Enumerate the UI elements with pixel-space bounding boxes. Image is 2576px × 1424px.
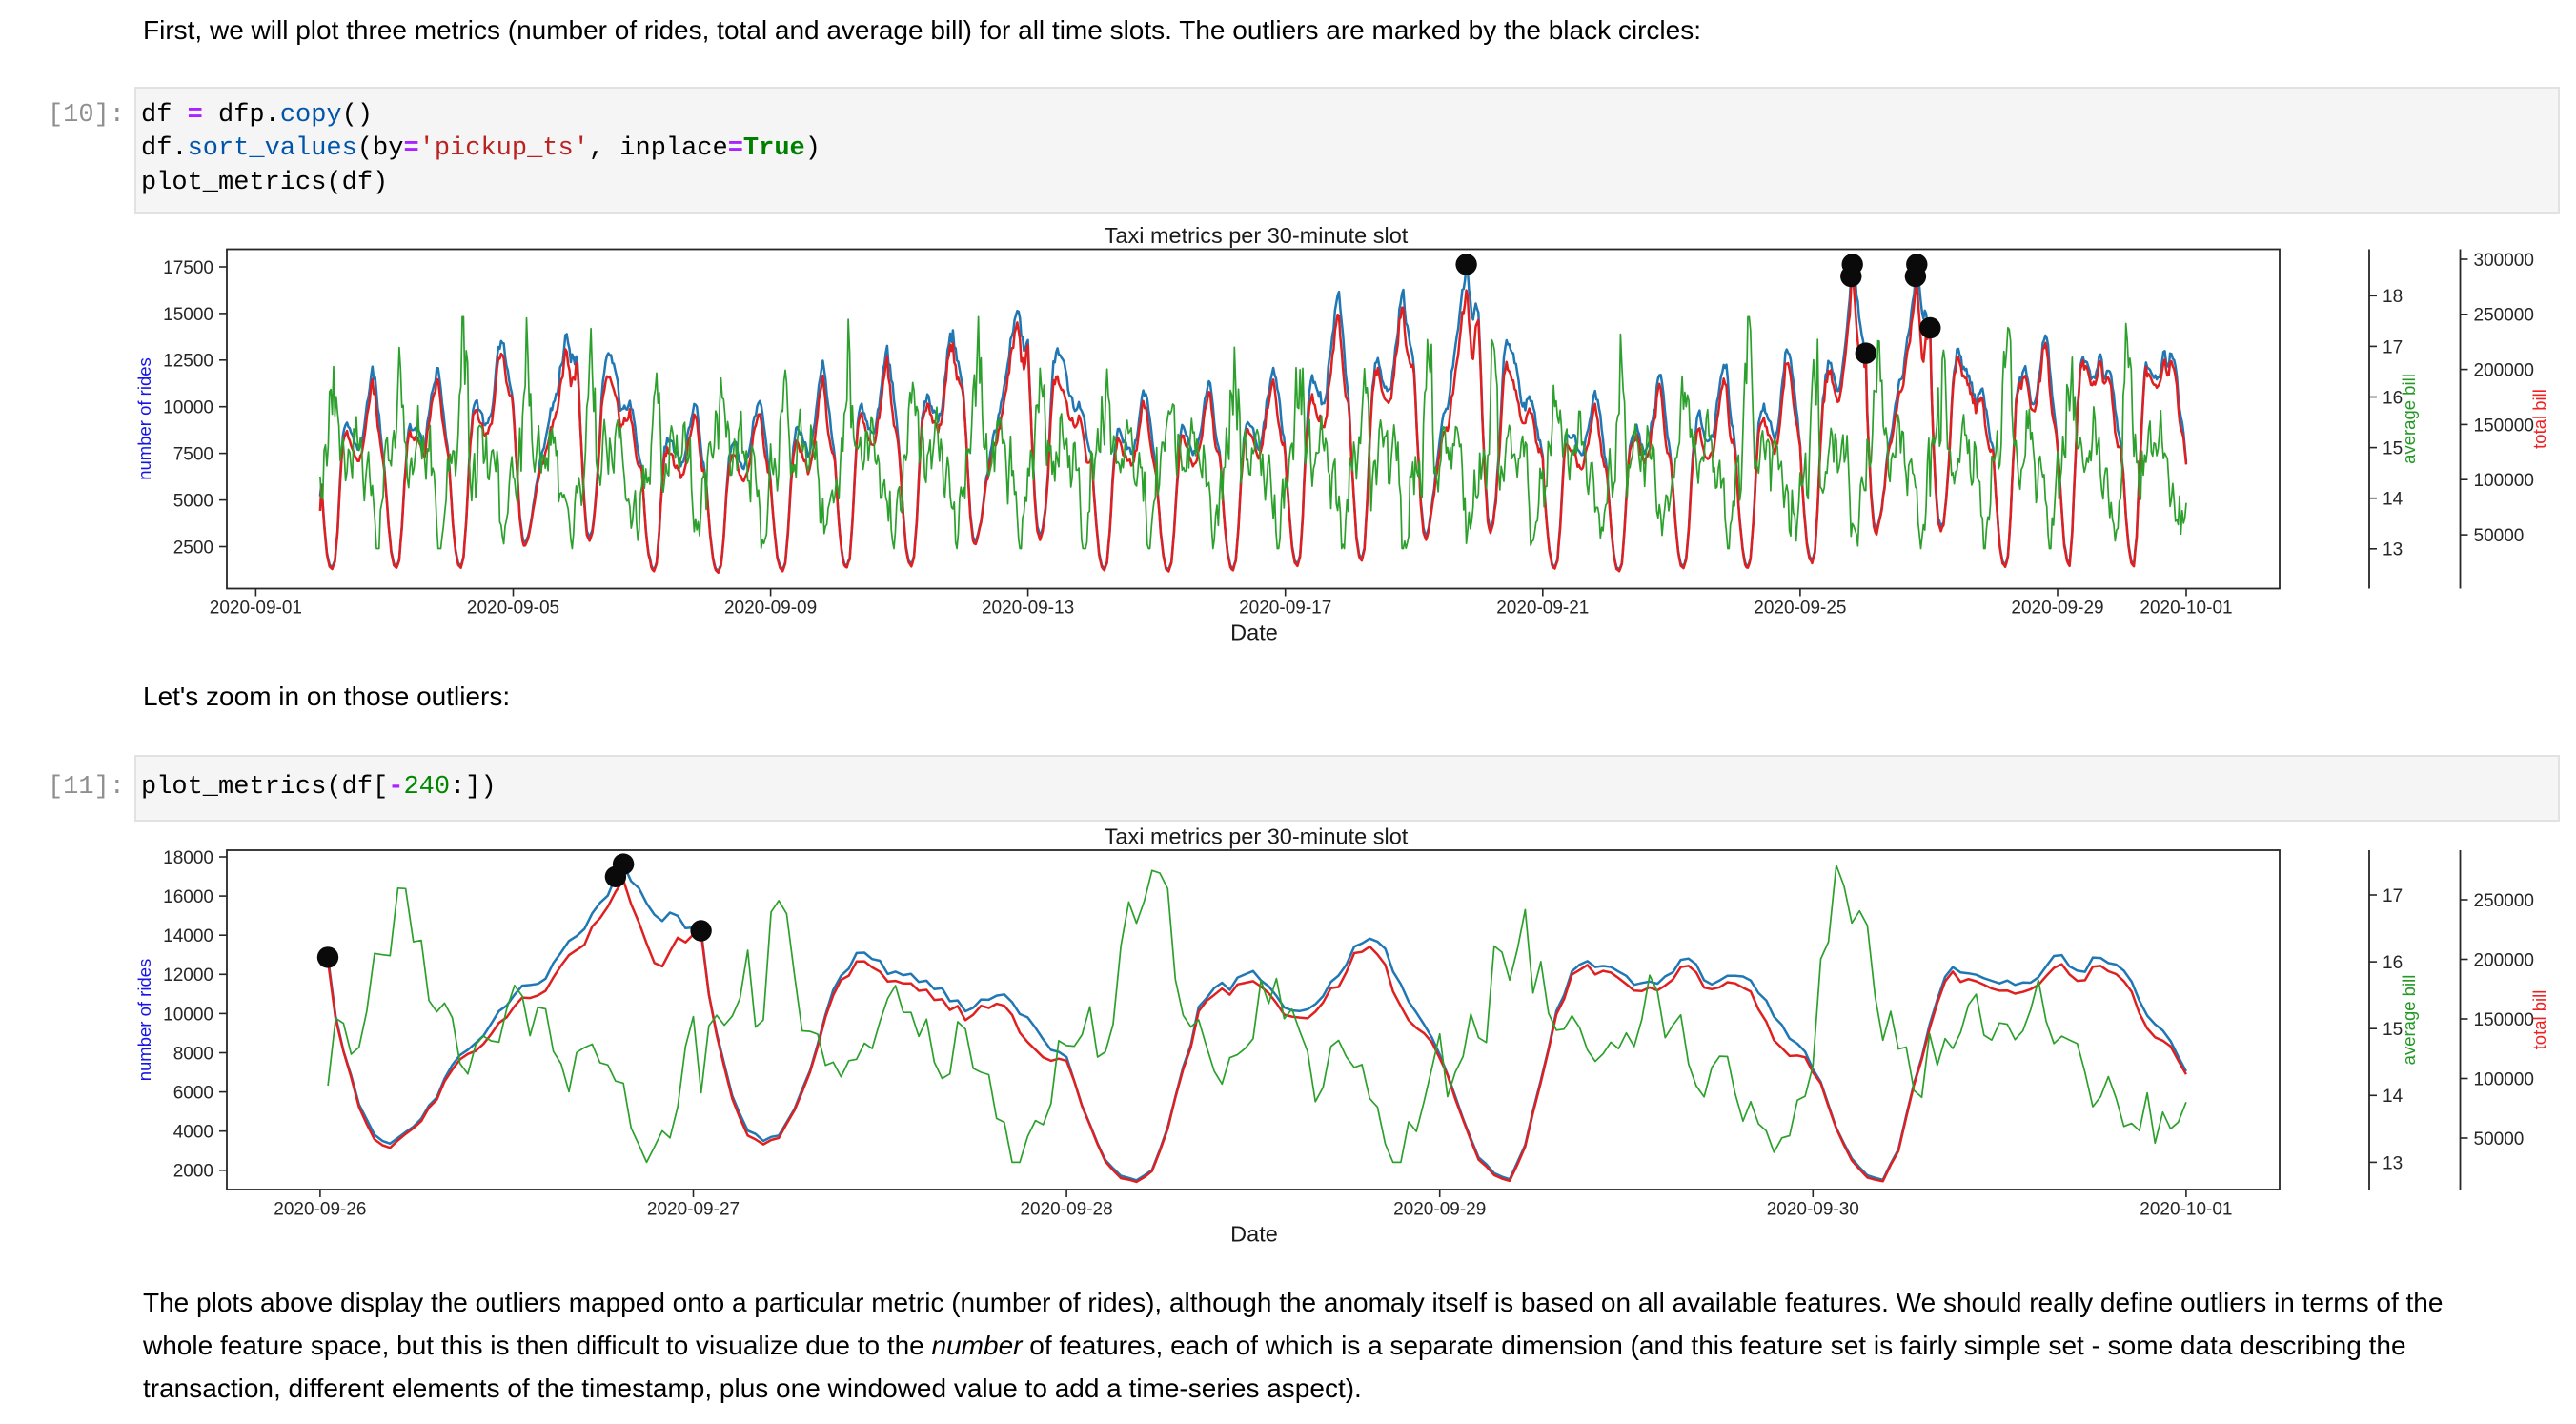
svg-text:17: 17 (2383, 886, 2403, 906)
svg-text:14: 14 (2383, 1087, 2404, 1107)
svg-text:2020-09-26: 2020-09-26 (274, 1199, 366, 1219)
svg-text:10000: 10000 (163, 398, 213, 418)
svg-text:18: 18 (2383, 287, 2403, 307)
svg-text:250000: 250000 (2474, 306, 2534, 326)
svg-text:100000: 100000 (2474, 1069, 2534, 1089)
svg-text:12500: 12500 (163, 352, 213, 372)
svg-text:2020-09-01: 2020-09-01 (210, 599, 302, 619)
svg-text:total bill: total bill (2529, 389, 2549, 449)
svg-text:average bill: average bill (2399, 374, 2419, 464)
svg-text:14: 14 (2383, 490, 2404, 510)
svg-text:2020-10-01: 2020-10-01 (2140, 1199, 2232, 1219)
svg-text:2020-09-30: 2020-09-30 (1767, 1199, 1859, 1219)
svg-text:15000: 15000 (163, 305, 213, 325)
svg-text:200000: 200000 (2474, 950, 2534, 970)
svg-text:average bill: average bill (2399, 975, 2419, 1066)
svg-text:13: 13 (2383, 1153, 2403, 1173)
svg-text:100000: 100000 (2474, 471, 2534, 491)
svg-text:2020-09-29: 2020-09-29 (2011, 599, 2103, 619)
svg-text:5000: 5000 (173, 492, 213, 512)
svg-text:18000: 18000 (163, 848, 213, 868)
svg-text:200000: 200000 (2474, 361, 2534, 381)
svg-text:2020-09-05: 2020-09-05 (467, 599, 559, 619)
svg-text:total bill: total bill (2529, 990, 2549, 1050)
svg-text:8000: 8000 (173, 1044, 213, 1064)
svg-text:2020-09-21: 2020-09-21 (1496, 599, 1589, 619)
svg-text:2020-09-13: 2020-09-13 (982, 599, 1074, 619)
svg-text:10000: 10000 (163, 1005, 213, 1025)
svg-text:2500: 2500 (173, 538, 213, 558)
svg-text:14000: 14000 (163, 926, 213, 946)
svg-text:Date: Date (1230, 620, 1278, 645)
svg-text:Taxi metrics per 30-minute slo: Taxi metrics per 30-minute slot (1105, 223, 1409, 248)
svg-text:2000: 2000 (173, 1162, 213, 1182)
svg-text:300000: 300000 (2474, 251, 2534, 271)
svg-text:15: 15 (2383, 439, 2403, 459)
svg-text:16: 16 (2383, 953, 2403, 973)
svg-text:50000: 50000 (2474, 1129, 2525, 1149)
svg-text:16: 16 (2383, 388, 2403, 408)
svg-text:7500: 7500 (173, 445, 213, 465)
svg-text:17: 17 (2383, 337, 2403, 357)
svg-text:13: 13 (2383, 540, 2403, 560)
svg-text:Taxi metrics per 30-minute slo: Taxi metrics per 30-minute slot (1105, 824, 1409, 848)
svg-text:2020-10-01: 2020-10-01 (2140, 599, 2232, 619)
svg-text:2020-09-27: 2020-09-27 (647, 1199, 740, 1219)
svg-text:15: 15 (2383, 1020, 2403, 1040)
svg-text:Date: Date (1230, 1221, 1278, 1246)
svg-text:150000: 150000 (2474, 416, 2534, 436)
svg-text:2020-09-09: 2020-09-09 (724, 599, 817, 619)
svg-text:16000: 16000 (163, 887, 213, 907)
svg-text:2020-09-29: 2020-09-29 (1393, 1199, 1486, 1219)
svg-text:12000: 12000 (163, 966, 213, 986)
svg-text:17500: 17500 (163, 258, 213, 278)
svg-text:2020-09-25: 2020-09-25 (1754, 599, 1846, 619)
svg-text:number of rides: number of rides (134, 357, 154, 480)
svg-text:2020-09-28: 2020-09-28 (1020, 1199, 1112, 1219)
svg-text:number of rides: number of rides (134, 959, 154, 1082)
svg-text:50000: 50000 (2474, 526, 2525, 546)
svg-text:250000: 250000 (2474, 891, 2534, 911)
svg-text:6000: 6000 (173, 1084, 213, 1104)
svg-text:2020-09-17: 2020-09-17 (1239, 599, 1331, 619)
svg-text:150000: 150000 (2474, 1010, 2534, 1030)
svg-text:4000: 4000 (173, 1123, 213, 1143)
